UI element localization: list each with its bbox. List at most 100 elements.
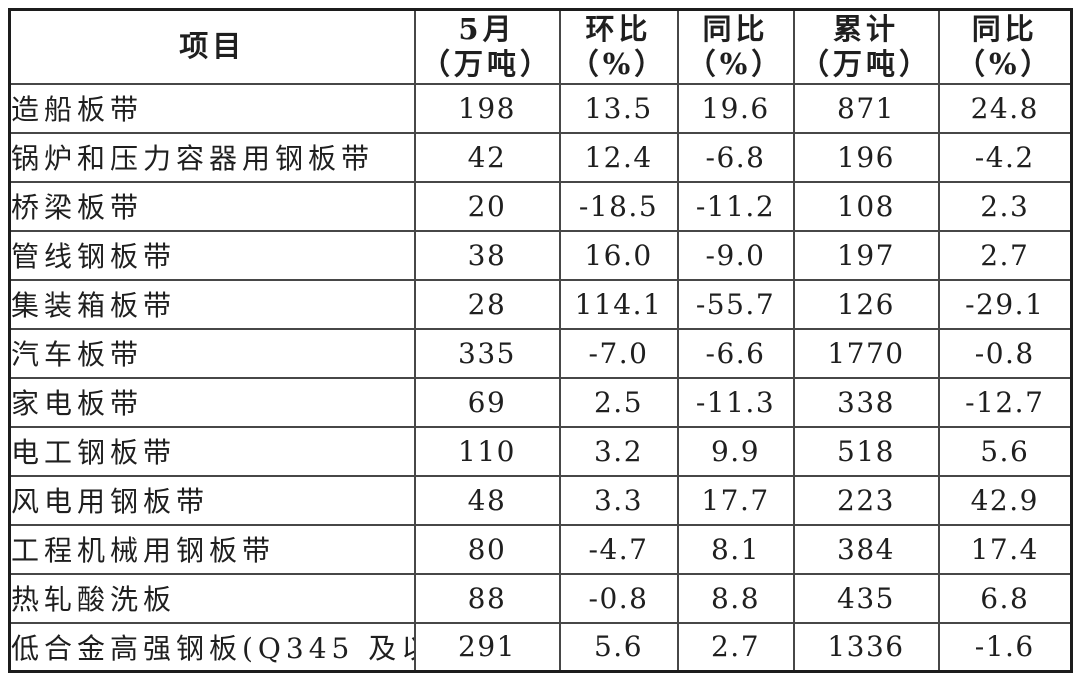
value-cell: 17.4 [937,523,1073,575]
value-cell: 5.6 [558,621,679,673]
value-cell: 198 [413,82,561,134]
item-cell: 管线钢板带 [8,229,416,281]
value-cell: 17.7 [676,474,795,526]
table-row: 工程机械用钢板带 80 -4.7 8.1 384 17.4 [8,523,1073,575]
value-cell: -11.3 [676,376,795,428]
value-cell: -7.0 [558,327,679,379]
value-cell: 38 [413,229,561,281]
item-cell: 家电板带 [8,376,416,428]
value-cell: 12.4 [558,131,679,183]
value-cell: 338 [792,376,940,428]
value-cell: 2.3 [937,180,1073,232]
value-cell: 3.3 [558,474,679,526]
value-cell: -0.8 [937,327,1073,379]
table-row: 家电板带 69 2.5 -11.3 338 -12.7 [8,376,1073,428]
steel-products-stats-table-container: 项目 5月 （万吨） 环比 （%） 同比 （%） 累计 （万吨） [8,8,1073,673]
column-header-cumulative-label: 累计 [832,11,899,46]
value-cell: 88 [413,572,561,624]
table-row: 热轧酸洗板 88 -0.8 8.8 435 6.8 [8,572,1073,624]
value-cell: 20 [413,180,561,232]
value-cell: 1770 [792,327,940,379]
column-header-item-label: 项目 [179,29,246,64]
item-cell: 集装箱板带 [8,278,416,330]
value-cell: -11.2 [676,180,795,232]
value-cell: 108 [792,180,940,232]
table-row: 汽车板带 335 -7.0 -6.6 1770 -0.8 [8,327,1073,379]
value-cell: 335 [413,327,561,379]
value-cell: 28 [413,278,561,330]
value-cell: -18.5 [558,180,679,232]
table-row: 锅炉和压力容器用钢板带 42 12.4 -6.8 196 -4.2 [8,131,1073,183]
value-cell: -9.0 [676,229,795,281]
value-cell: 5.6 [937,425,1073,477]
value-cell: 871 [792,82,940,134]
table-row: 低合金高强钢板(Q345 及以上) 291 5.6 2.7 1336 -1.6 [8,621,1073,673]
value-cell: 69 [413,376,561,428]
value-cell: 114.1 [558,278,679,330]
value-cell: 2.7 [676,621,795,673]
value-cell: 48 [413,474,561,526]
value-cell: 80 [413,523,561,575]
table-body: 造船板带 198 13.5 19.6 871 24.8 锅炉和压力容器用钢板带 … [8,82,1073,673]
value-cell: 24.8 [937,82,1073,134]
value-cell: -4.7 [558,523,679,575]
value-cell: 110 [413,425,561,477]
table-row: 集装箱板带 28 114.1 -55.7 126 -29.1 [8,278,1073,330]
column-header-mom-unit: （%） [569,46,668,81]
value-cell: -12.7 [937,376,1073,428]
table-row: 管线钢板带 38 16.0 -9.0 197 2.7 [8,229,1073,281]
value-cell: -6.6 [676,327,795,379]
column-header-may-unit: （万吨） [420,46,553,81]
value-cell: 8.8 [676,572,795,624]
value-cell: 16.0 [558,229,679,281]
value-cell: 384 [792,523,940,575]
table-row: 风电用钢板带 48 3.3 17.7 223 42.9 [8,474,1073,526]
table-header: 项目 5月 （万吨） 环比 （%） 同比 （%） 累计 （万吨） [8,8,1073,85]
column-header-cumulative: 累计 （万吨） [792,8,940,85]
column-header-yoy: 同比 （%） [676,8,795,85]
item-cell: 桥梁板带 [8,180,416,232]
value-cell: -29.1 [937,278,1073,330]
column-header-cumulative-unit: （万吨） [799,46,932,81]
value-cell: 435 [792,572,940,624]
item-cell: 锅炉和压力容器用钢板带 [8,131,416,183]
value-cell: 42.9 [937,474,1073,526]
value-cell: 2.7 [937,229,1073,281]
value-cell: 196 [792,131,940,183]
item-cell: 低合金高强钢板(Q345 及以上) [8,621,416,673]
table-row: 造船板带 198 13.5 19.6 871 24.8 [8,82,1073,134]
table-row: 桥梁板带 20 -18.5 -11.2 108 2.3 [8,180,1073,232]
value-cell: -4.2 [937,131,1073,183]
value-cell: 126 [792,278,940,330]
value-cell: -6.8 [676,131,795,183]
column-header-cumulative-yoy-label: 同比 [971,11,1038,46]
value-cell: 19.6 [676,82,795,134]
value-cell: 291 [413,621,561,673]
column-header-mom-label: 环比 [585,11,652,46]
value-cell: -55.7 [676,278,795,330]
column-header-cumulative-yoy-unit: （%） [955,46,1054,81]
steel-products-stats-table: 项目 5月 （万吨） 环比 （%） 同比 （%） 累计 （万吨） [8,8,1073,673]
value-cell: 223 [792,474,940,526]
value-cell: 13.5 [558,82,679,134]
value-cell: 518 [792,425,940,477]
value-cell: 9.9 [676,425,795,477]
column-header-may-output: 5月 （万吨） [413,8,561,85]
value-cell: 8.1 [676,523,795,575]
value-cell: 1336 [792,621,940,673]
item-cell: 工程机械用钢板带 [8,523,416,575]
item-cell: 汽车板带 [8,327,416,379]
item-cell: 电工钢板带 [8,425,416,477]
value-cell: -1.6 [937,621,1073,673]
column-header-cumulative-yoy: 同比 （%） [937,8,1073,85]
item-cell: 造船板带 [8,82,416,134]
item-cell: 风电用钢板带 [8,474,416,526]
table-row: 电工钢板带 110 3.2 9.9 518 5.6 [8,425,1073,477]
value-cell: -0.8 [558,572,679,624]
value-cell: 197 [792,229,940,281]
column-header-mom: 环比 （%） [558,8,679,85]
column-header-item: 项目 [8,8,416,85]
header-row: 项目 5月 （万吨） 环比 （%） 同比 （%） 累计 （万吨） [8,8,1073,85]
item-cell: 热轧酸洗板 [8,572,416,624]
column-header-may-label: 5月 [458,11,516,46]
